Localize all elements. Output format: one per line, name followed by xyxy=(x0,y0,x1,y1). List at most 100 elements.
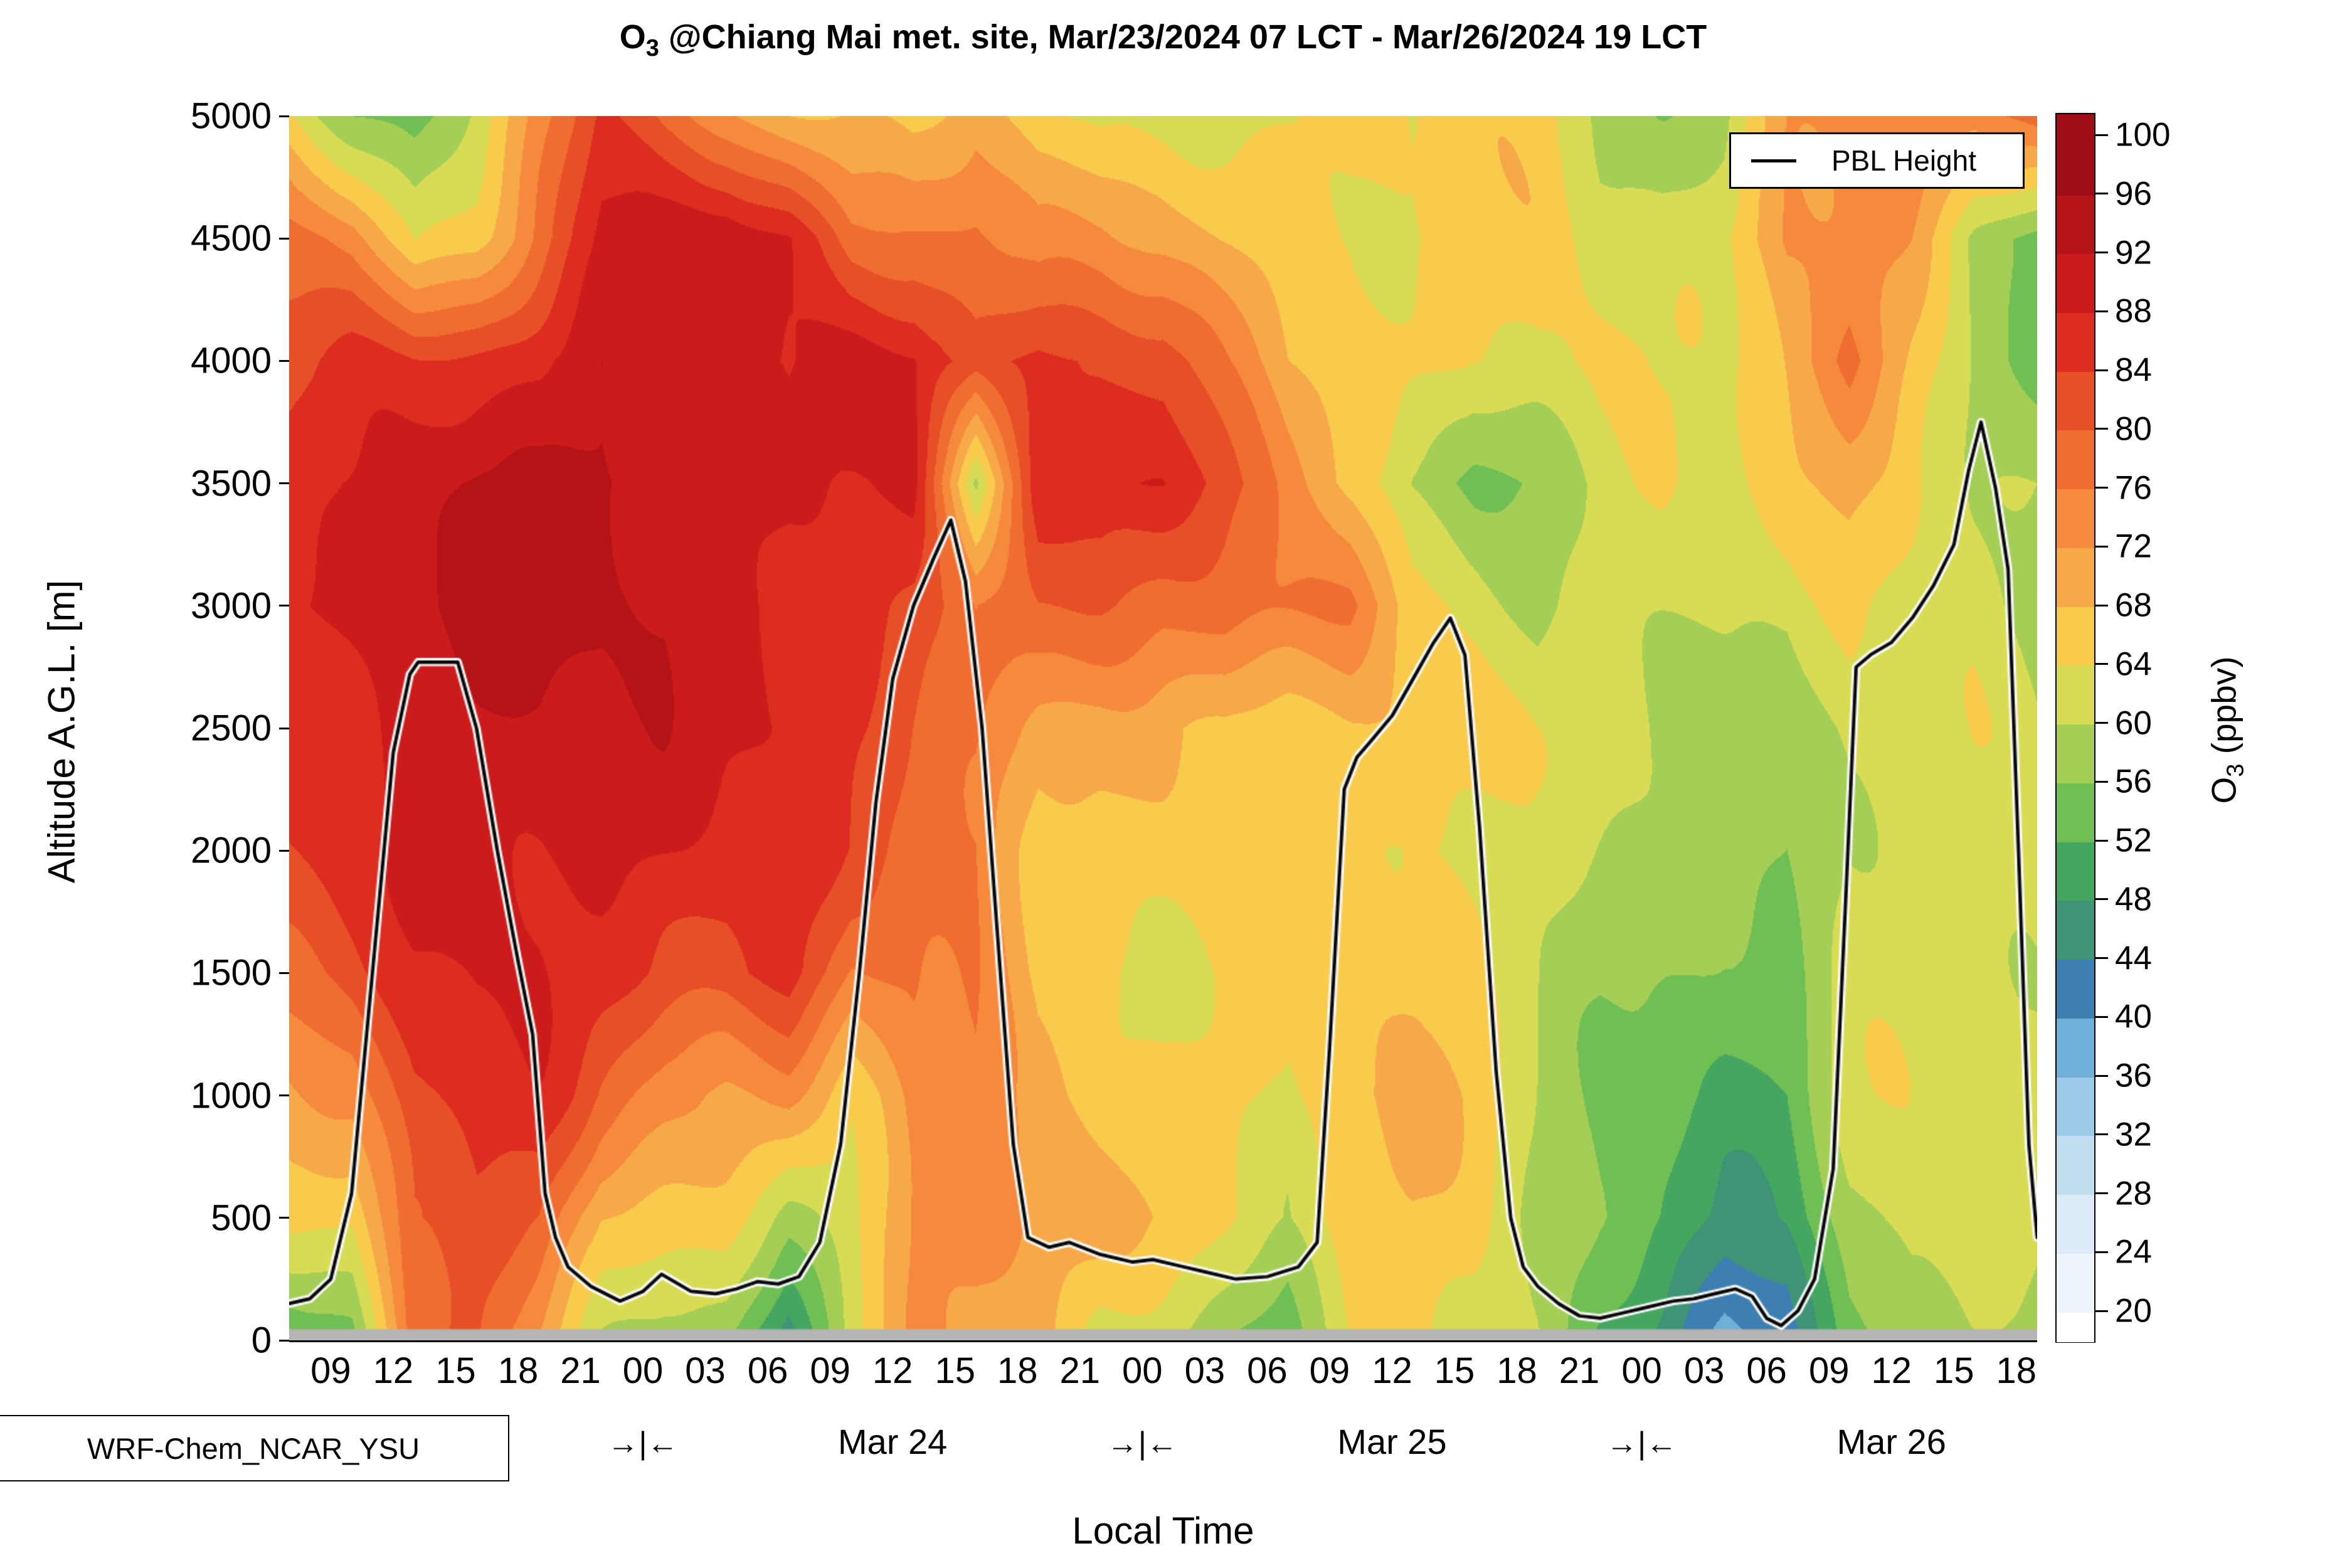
y-tick-mark xyxy=(279,605,289,607)
colorbar-title-o3: O xyxy=(2204,776,2243,804)
colorbar-tick-mark xyxy=(2095,663,2108,665)
colorbar-tick-label: 48 xyxy=(2115,881,2152,918)
colorbar-tick-label: 60 xyxy=(2115,704,2152,742)
colorbar-tick-mark xyxy=(2095,1192,2108,1195)
colorbar-tick-label: 84 xyxy=(2115,351,2152,389)
colorbar-title-unit: (ppbv) xyxy=(2204,656,2243,764)
colorbar-band xyxy=(2057,783,2094,842)
colorbar-tick-mark xyxy=(2095,839,2108,842)
colorbar-tick-mark xyxy=(2095,1310,2108,1312)
colorbar-band xyxy=(2057,607,2094,666)
colorbar-tick-label: 24 xyxy=(2115,1233,2152,1271)
colorbar-band xyxy=(2057,489,2094,548)
x-tick-label: 09 xyxy=(810,1350,850,1391)
pbl-line-sample-icon xyxy=(1751,159,1796,162)
x-tick-label: 06 xyxy=(747,1350,788,1391)
o3-contour-field-canvas xyxy=(289,116,2037,1340)
model-name-label: WRF-Chem_NCAR_YSU xyxy=(87,1431,420,1465)
colorbar-band xyxy=(2057,724,2094,783)
colorbar-tick-label: 88 xyxy=(2115,292,2152,330)
x-tick-label: 00 xyxy=(622,1350,664,1391)
colorbar-tick-mark xyxy=(2095,1074,2108,1077)
colorbar-band xyxy=(2057,253,2094,313)
colorbar-tick-mark xyxy=(2095,369,2108,371)
title-text: @Chiang Mai met. site, Mar/23/2024 07 LC… xyxy=(659,18,1707,56)
colorbar-tick-mark xyxy=(2095,722,2108,724)
colorbar-tick-label: 76 xyxy=(2115,469,2152,507)
x-tick-label: 12 xyxy=(1372,1350,1412,1391)
colorbar-tick-mark xyxy=(2095,310,2108,312)
y-tick-label: 2000 xyxy=(190,830,272,871)
page-title: O3 @Chiang Mai met. site, Mar/23/2024 07… xyxy=(289,18,2037,62)
y-tick-mark xyxy=(279,972,289,974)
y-tick-label: 1500 xyxy=(190,952,272,993)
colorbar-tick-label: 96 xyxy=(2115,175,2152,213)
y-tick-mark xyxy=(279,359,289,362)
x-tick-label: 15 xyxy=(435,1350,476,1391)
colorbar-tick-label: 56 xyxy=(2115,763,2152,800)
colorbar-band xyxy=(2057,1194,2094,1254)
colorbar-tick-mark xyxy=(2095,428,2108,430)
x-tick-label: 09 xyxy=(310,1350,351,1391)
colorbar-tick-label: 80 xyxy=(2115,410,2152,448)
colorbar-tick-label: 44 xyxy=(2115,940,2152,977)
colorbar-title: O3 (ppbv) xyxy=(2158,656,2296,803)
y-tick-label: 0 xyxy=(251,1320,272,1361)
x-tick-label: 03 xyxy=(685,1350,726,1391)
model-name-box: WRF-Chem_NCAR_YSU xyxy=(0,1415,509,1481)
y-tick-label: 5000 xyxy=(190,95,272,137)
y-tick-mark xyxy=(279,849,289,852)
y-tick-mark xyxy=(279,1217,289,1219)
x-tick-label: 06 xyxy=(1746,1350,1787,1391)
colorbar-tick-mark xyxy=(2095,487,2108,489)
colorbar-band xyxy=(2057,1135,2094,1195)
colorbar-tick-mark xyxy=(2095,193,2108,195)
colorbar-band xyxy=(2057,1077,2094,1136)
colorbar-tick-label: 92 xyxy=(2115,234,2152,272)
colorbar-band xyxy=(2057,194,2094,255)
colorbar-tick-mark xyxy=(2095,604,2108,607)
colorbar-band xyxy=(2057,371,2094,431)
title-o3: O xyxy=(619,18,646,56)
colorbar-band xyxy=(2057,1253,2094,1313)
x-tick-label: 12 xyxy=(1871,1350,1912,1391)
y-tick-mark xyxy=(279,237,289,240)
colorbar-tick-label: 68 xyxy=(2115,586,2152,624)
y-tick-mark xyxy=(279,1094,289,1097)
x-tick-label: 00 xyxy=(1621,1350,1662,1391)
y-tick-mark xyxy=(279,727,289,729)
x-tick-label: 18 xyxy=(1996,1350,2037,1391)
y-tick-mark xyxy=(279,482,289,485)
y-tick-label: 3500 xyxy=(190,463,272,504)
colorbar-band xyxy=(2057,114,2094,196)
x-tick-label: 12 xyxy=(872,1350,913,1391)
x-tick-label: 18 xyxy=(497,1350,539,1391)
colorbar-band xyxy=(2057,1312,2094,1342)
day-separator: →|← xyxy=(607,1426,679,1461)
colorbar-band xyxy=(2057,959,2094,1019)
colorbar-tick-label: 36 xyxy=(2115,1057,2152,1094)
x-tick-label: 03 xyxy=(1683,1350,1725,1391)
x-tick-label: 06 xyxy=(1247,1350,1288,1391)
x-tick-label: 21 xyxy=(1559,1350,1600,1391)
y-axis-label: Altitude A.G.L. [m] xyxy=(40,580,83,884)
contour-plot-area xyxy=(289,116,2037,1340)
colorbar-band xyxy=(2057,430,2094,490)
colorbar-tick-mark xyxy=(2095,134,2108,136)
colorbar-tick-mark xyxy=(2095,957,2108,960)
x-tick-label: 12 xyxy=(373,1350,414,1391)
y-tick-mark xyxy=(279,1339,289,1342)
day-separator: →|← xyxy=(1606,1426,1678,1461)
x-axis-label: Local Time xyxy=(1072,1510,1254,1552)
day-label: Mar 24 xyxy=(838,1422,948,1461)
y-tick-label: 1000 xyxy=(190,1075,272,1116)
day-label: Mar 26 xyxy=(1836,1422,1946,1461)
x-tick-label: 03 xyxy=(1184,1350,1226,1391)
x-axis-line xyxy=(289,1340,2037,1342)
x-tick-label: 21 xyxy=(1059,1350,1101,1391)
y-tick-label: 4500 xyxy=(190,218,272,259)
day-separator: →|← xyxy=(1106,1426,1178,1461)
colorbar-band xyxy=(2057,1018,2094,1078)
colorbar-band xyxy=(2057,842,2094,901)
